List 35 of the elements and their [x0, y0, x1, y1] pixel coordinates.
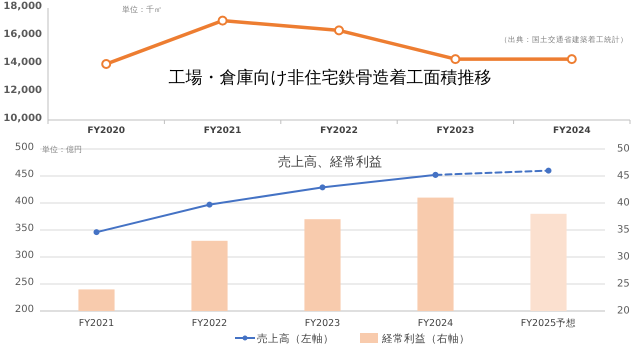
- x-tick-label: FY2021: [78, 318, 114, 329]
- y2-tick-label: 40: [617, 198, 630, 208]
- y-tick-label: 300: [14, 250, 34, 261]
- y-tick-label: 350: [14, 223, 34, 234]
- y2-tick-label: 30: [617, 252, 630, 262]
- y-tick-label: 18,000: [3, 1, 42, 12]
- x-tick-label: FY2023: [304, 318, 340, 329]
- x-tick-label: FY2024: [552, 126, 591, 136]
- x-tick-label: FY2025予想: [520, 317, 576, 329]
- text: 工場・倉庫向け非住宅鉄骨造着工面積推移: [168, 68, 492, 88]
- y-tick-label: 14,000: [3, 57, 42, 68]
- text: 売上高、経常利益: [278, 154, 382, 170]
- x-tick-label: FY2020: [87, 126, 126, 136]
- y2-tick-label: 25: [617, 278, 630, 290]
- annotation: 単位：千㎡: [122, 5, 162, 14]
- y2-tick-label: 45: [617, 170, 630, 182]
- y-tick-label: 250: [14, 277, 34, 288]
- y-tick-label: 200: [14, 304, 34, 315]
- y-tick-label: 500: [14, 142, 34, 153]
- x-tick-label: FY2021: [204, 126, 242, 136]
- y2-tick-label: 35: [617, 224, 630, 236]
- y-tick-label: 10,000: [3, 113, 42, 124]
- legend-label: 売上高（左軸）: [257, 332, 334, 345]
- annotation: 単位：億円: [42, 145, 82, 154]
- y-tick-label: 400: [14, 196, 34, 207]
- y-tick-label: 12,000: [3, 85, 42, 96]
- x-tick-label: FY2022: [192, 318, 228, 329]
- x-tick-label: FY2023: [436, 126, 474, 136]
- legend-label: 経常利益（右軸）: [381, 332, 470, 345]
- x-tick-label: FY2022: [320, 126, 358, 136]
- y-tick-label: 450: [14, 169, 34, 180]
- y2-tick-label: 50: [617, 144, 630, 154]
- y-tick-label: 16,000: [3, 29, 42, 40]
- x-tick-label: FY2024: [418, 318, 454, 329]
- y2-tick-label: 20: [617, 306, 630, 316]
